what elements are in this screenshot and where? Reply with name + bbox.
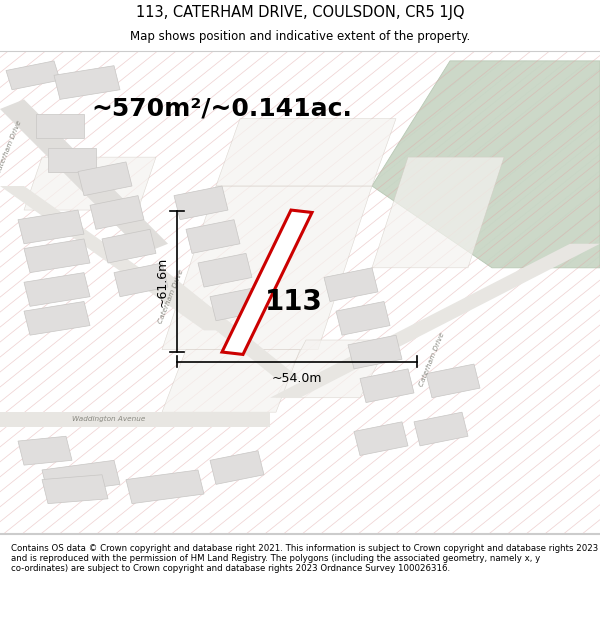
Text: 113, CATERHAM DRIVE, COULSDON, CR5 1JQ: 113, CATERHAM DRIVE, COULSDON, CR5 1JQ bbox=[136, 5, 464, 20]
Polygon shape bbox=[336, 301, 390, 335]
Polygon shape bbox=[36, 114, 84, 138]
Polygon shape bbox=[48, 148, 96, 171]
Polygon shape bbox=[270, 244, 600, 398]
Polygon shape bbox=[114, 263, 168, 297]
Polygon shape bbox=[0, 412, 270, 427]
Text: Contains OS data © Crown copyright and database right 2021. This information is : Contains OS data © Crown copyright and d… bbox=[11, 544, 598, 573]
Text: Caterham Drive: Caterham Drive bbox=[157, 269, 185, 324]
Text: Caterham Drive: Caterham Drive bbox=[0, 119, 23, 176]
Polygon shape bbox=[102, 229, 156, 263]
Polygon shape bbox=[360, 369, 414, 402]
Text: 113: 113 bbox=[265, 288, 323, 316]
Polygon shape bbox=[54, 66, 120, 99]
Polygon shape bbox=[24, 157, 156, 210]
Polygon shape bbox=[78, 162, 132, 196]
Polygon shape bbox=[24, 239, 90, 272]
Polygon shape bbox=[210, 451, 264, 484]
Polygon shape bbox=[24, 272, 90, 306]
Text: Map shows position and indicative extent of the property.: Map shows position and indicative extent… bbox=[130, 31, 470, 43]
Polygon shape bbox=[324, 268, 378, 301]
Polygon shape bbox=[198, 253, 252, 287]
Polygon shape bbox=[348, 335, 402, 369]
Polygon shape bbox=[426, 364, 480, 398]
Polygon shape bbox=[174, 186, 228, 219]
Polygon shape bbox=[126, 470, 204, 504]
Polygon shape bbox=[222, 210, 312, 354]
Polygon shape bbox=[90, 196, 144, 229]
Polygon shape bbox=[18, 210, 84, 244]
Polygon shape bbox=[138, 268, 300, 379]
Polygon shape bbox=[42, 460, 120, 494]
Text: ~570m²/~0.141ac.: ~570m²/~0.141ac. bbox=[92, 97, 352, 121]
Polygon shape bbox=[18, 436, 72, 465]
Text: ~54.0m: ~54.0m bbox=[272, 372, 322, 385]
Polygon shape bbox=[42, 475, 108, 504]
Polygon shape bbox=[162, 349, 300, 413]
Text: ~61.6m: ~61.6m bbox=[155, 256, 169, 307]
Polygon shape bbox=[0, 186, 228, 331]
Polygon shape bbox=[372, 157, 504, 268]
Polygon shape bbox=[24, 301, 90, 335]
Polygon shape bbox=[0, 99, 168, 253]
Polygon shape bbox=[414, 412, 468, 446]
Polygon shape bbox=[354, 422, 408, 456]
Polygon shape bbox=[216, 119, 396, 186]
Polygon shape bbox=[186, 219, 240, 253]
Polygon shape bbox=[210, 287, 264, 321]
Polygon shape bbox=[6, 61, 60, 90]
Polygon shape bbox=[372, 61, 600, 268]
Polygon shape bbox=[162, 186, 372, 349]
Text: Waddington Avenue: Waddington Avenue bbox=[72, 416, 145, 422]
Polygon shape bbox=[222, 210, 312, 354]
Text: Caterham Drive: Caterham Drive bbox=[418, 331, 446, 388]
Polygon shape bbox=[276, 340, 390, 398]
